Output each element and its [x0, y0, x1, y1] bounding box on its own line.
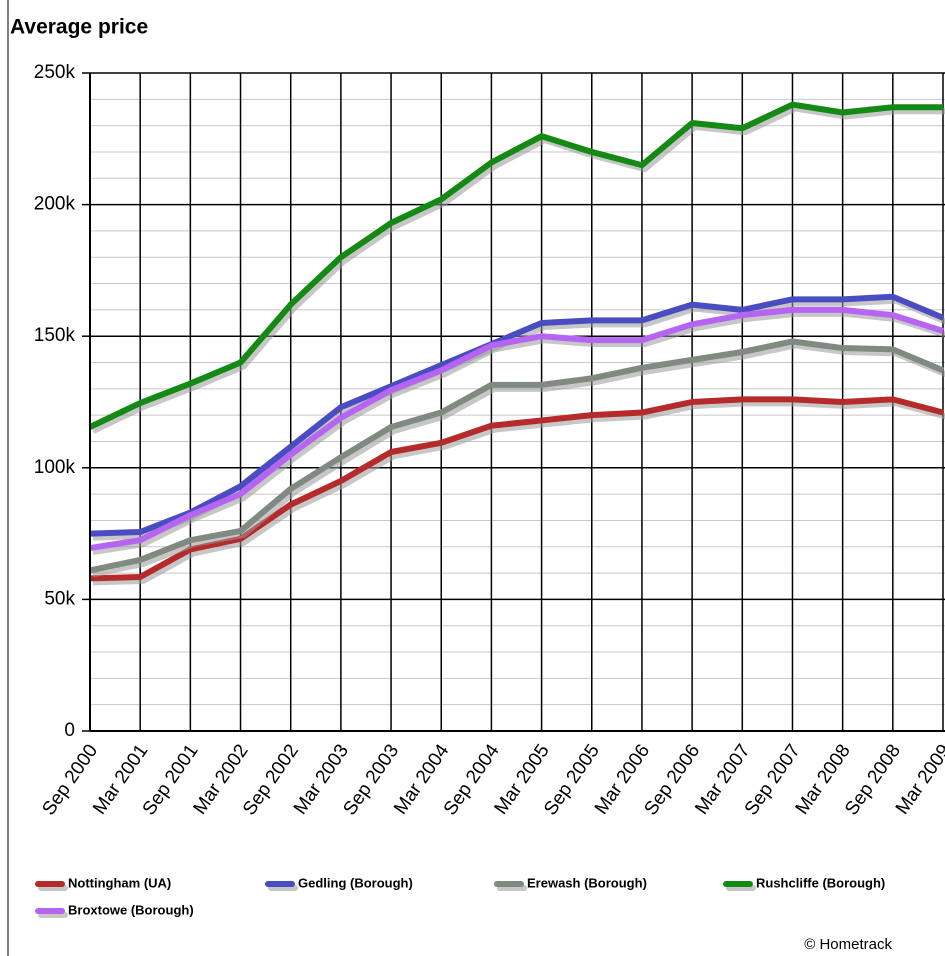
series-line [89, 396, 944, 582]
credit: © Hometrack [804, 936, 892, 953]
legend-label: Rushcliffe (Borough) [756, 875, 885, 890]
y-tick-label: 200k [34, 194, 76, 215]
series-line [88, 101, 943, 430]
legend-label: Broxtowe (Borough) [68, 902, 194, 917]
series-line [89, 293, 945, 537]
y-tick-label: 100k [34, 457, 76, 478]
legend-label: Gedling (Borough) [298, 875, 413, 890]
line-shadow [91, 105, 945, 434]
series-line [89, 306, 944, 552]
line-shadow [92, 400, 945, 586]
y-tick-label: 50k [44, 588, 75, 609]
y-tick-label: 0 [64, 720, 75, 741]
y-axis-title: Average price [10, 16, 148, 39]
legend-label: Erewash (Borough) [527, 875, 647, 890]
line-shadow [92, 310, 945, 556]
y-tick-label: 250k [34, 62, 76, 83]
legend-label: Nottingham (UA) [68, 875, 171, 890]
series-line [89, 338, 945, 574]
y-tick-label: 150k [34, 325, 76, 346]
line-shadow [92, 342, 945, 578]
